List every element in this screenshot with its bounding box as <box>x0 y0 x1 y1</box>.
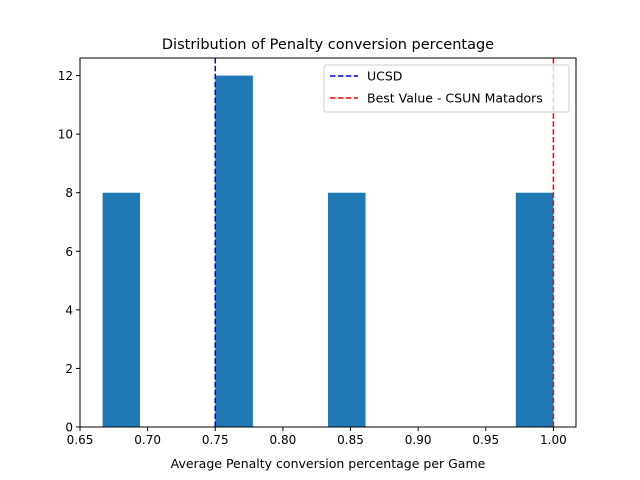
x-axis-label: Average Penalty conversion percentage pe… <box>171 456 486 471</box>
x-tick-label: 0.70 <box>134 433 161 447</box>
x-tick-label: 0.90 <box>405 433 432 447</box>
histogram-bar-2 <box>327 192 366 427</box>
y-tick-label: 12 <box>58 69 73 83</box>
x-tick-label: 0.80 <box>270 433 297 447</box>
y-axis: 0 2 4 6 8 10 12 <box>58 69 80 435</box>
y-tick-label: 0 <box>65 421 73 435</box>
x-tick-label: 1.00 <box>540 433 567 447</box>
y-tick-label: 8 <box>65 186 73 200</box>
x-tick-label: 0.85 <box>337 433 364 447</box>
histogram-bar-1 <box>215 75 253 428</box>
x-axis: 0.65 0.70 0.75 0.80 0.85 0.90 0.95 1.00 <box>67 427 567 447</box>
y-tick-label: 4 <box>65 303 73 317</box>
legend-entry-1: Best Value - CSUN Matadors <box>367 91 543 106</box>
y-tick-label: 2 <box>65 362 73 376</box>
x-tick-label: 0.75 <box>202 433 229 447</box>
plot-frame <box>79 57 577 428</box>
y-tick-label: 6 <box>65 245 73 259</box>
legend: UCSD Best Value - CSUN Matadors <box>323 64 570 113</box>
histogram-bar-0 <box>102 192 141 427</box>
x-tick-label: 0.65 <box>67 433 94 447</box>
legend-entry-0: UCSD <box>367 69 402 84</box>
chart-title: Distribution of Penalty conversion perce… <box>162 37 494 53</box>
histogram-bar-3 <box>515 192 554 427</box>
bars-layer <box>102 75 554 428</box>
legend-frame <box>323 64 570 113</box>
reference-lines-layer <box>214 58 555 427</box>
y-tick-label: 10 <box>58 128 73 142</box>
x-tick-label: 0.95 <box>472 433 499 447</box>
